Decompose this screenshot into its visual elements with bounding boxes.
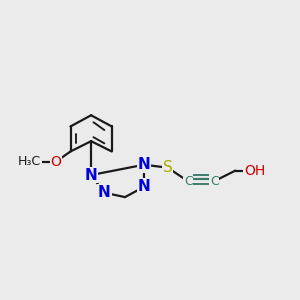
Text: O: O [50,155,61,169]
Text: OH: OH [244,164,265,178]
Text: H₃C: H₃C [18,155,41,168]
Text: N: N [138,179,151,194]
Text: N: N [138,157,151,172]
Text: S: S [163,160,172,175]
Text: N: N [98,185,111,200]
Text: N: N [85,167,98,182]
Text: C: C [210,175,219,188]
Text: C: C [184,175,193,188]
